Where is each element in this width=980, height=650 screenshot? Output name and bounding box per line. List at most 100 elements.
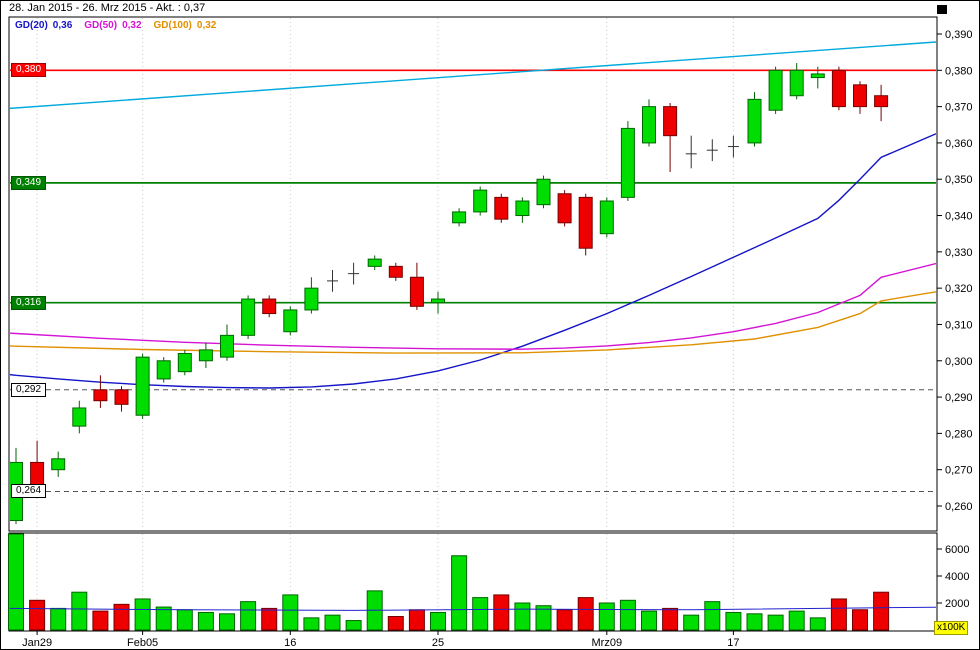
candle-body xyxy=(747,98,762,144)
volume-bar xyxy=(746,613,763,631)
candle-body xyxy=(431,298,445,304)
y-axis-tick-label: 0,380 xyxy=(945,65,973,77)
candle-body xyxy=(536,178,551,206)
legend-gd50-label: GD(50) xyxy=(84,20,118,31)
candle-body xyxy=(620,127,635,198)
volume-bar xyxy=(852,609,868,631)
y-axis-tick-label: 0,310 xyxy=(945,319,973,331)
price-level-label: 0,349 xyxy=(11,175,47,190)
volume-bar xyxy=(303,617,320,631)
volume-bar xyxy=(619,599,636,631)
y-axis-tick-label: 0,260 xyxy=(945,501,973,513)
volume-bar xyxy=(577,597,594,631)
legend-gd20-label: GD(20) xyxy=(15,20,48,31)
price-level-label: 0,316 xyxy=(11,295,47,310)
legend-gd100-value: 0,32 xyxy=(196,20,217,31)
volume-bar xyxy=(830,598,847,631)
candle-body xyxy=(93,389,108,402)
volume-bar xyxy=(92,610,109,631)
legend-gd50[interactable]: GD(50) 0,32 xyxy=(84,20,141,31)
x-axis-tick-label: Mrz09 xyxy=(592,637,623,649)
volume-bar xyxy=(704,601,721,631)
y-axis-tick-label: 0,320 xyxy=(945,283,973,295)
volume-bar xyxy=(113,603,130,631)
x-axis-tick-label: Jan29 xyxy=(22,637,52,649)
volume-bar xyxy=(472,597,489,631)
candle-body xyxy=(409,276,424,307)
volume-ma-line xyxy=(9,606,937,611)
volume-bar xyxy=(176,609,193,631)
overlay-line-GD50 xyxy=(10,262,936,350)
candle-body xyxy=(494,196,509,220)
candle-body xyxy=(51,458,66,471)
candle-body xyxy=(241,298,256,336)
legend-gd20[interactable]: GD(20) 0,36 xyxy=(15,20,72,31)
candle-body xyxy=(768,69,783,111)
y-axis-tick-label: 0,360 xyxy=(945,138,973,150)
candle-body xyxy=(72,407,87,427)
volume-bar xyxy=(788,610,805,631)
candle-body xyxy=(515,200,530,217)
candle-body xyxy=(283,309,298,333)
candle-body xyxy=(557,193,572,224)
volume-bar xyxy=(451,555,468,631)
volume-bar xyxy=(683,614,700,631)
volume-bar xyxy=(240,601,257,631)
candle-body xyxy=(388,265,403,278)
y-axis-tick-label: 0,350 xyxy=(945,174,973,186)
y-axis-tick-label: 0,340 xyxy=(945,211,973,223)
candle-body xyxy=(642,106,656,144)
volume-bar xyxy=(324,614,341,631)
candle-body xyxy=(663,106,678,137)
x-axis-tick-label: Feb05 xyxy=(127,637,158,649)
price-level-label: 0,292 xyxy=(11,382,47,397)
candle-body xyxy=(220,334,234,358)
legend-gd50-value: 0,32 xyxy=(122,20,142,31)
candle-body xyxy=(874,95,889,108)
volume-bar xyxy=(261,607,278,631)
y-axis-tick-label: 0,390 xyxy=(945,29,973,41)
volume-axis-tick-label: 4000 xyxy=(945,571,969,583)
corner-mark xyxy=(937,5,947,14)
volume-bar xyxy=(556,609,573,631)
volume-bar xyxy=(8,533,24,631)
candle-body xyxy=(114,389,129,405)
x-axis-tick-label: 25 xyxy=(432,637,444,649)
y-axis-tick-label: 0,290 xyxy=(945,392,973,404)
candle-body xyxy=(599,200,614,235)
volume-bar xyxy=(387,616,404,631)
candle-body xyxy=(578,196,593,249)
volume-bar xyxy=(197,611,214,631)
candle-body xyxy=(198,349,213,362)
volume-bar xyxy=(535,605,552,631)
y-axis-tick-label: 0,280 xyxy=(945,428,973,440)
volume-bar xyxy=(430,611,446,631)
volume-bar xyxy=(134,598,151,631)
price-level-label: 0,264 xyxy=(11,484,47,499)
volume-axis-tick-label: 6000 xyxy=(945,544,969,556)
volume-bar xyxy=(641,610,657,631)
volume-bar xyxy=(873,591,890,631)
chart-title: 28. Jan 2015 - 26. Mrz 2015 - Akt. : 0,3… xyxy=(9,2,206,14)
price-level-label: 0,380 xyxy=(11,63,47,78)
volume-axis-tick-label: 2000 xyxy=(945,598,969,610)
candle-body xyxy=(473,189,488,213)
candle-body xyxy=(831,69,846,108)
x-axis-tick-label: 17 xyxy=(727,637,739,649)
candle-body xyxy=(304,287,319,311)
candle-body xyxy=(156,360,171,380)
candle-body xyxy=(177,353,192,373)
volume-bar xyxy=(345,620,362,631)
volume-bar xyxy=(408,609,425,631)
x-axis-tick-label: 16 xyxy=(284,637,296,649)
volume-bar xyxy=(71,591,88,631)
candle-body xyxy=(452,211,467,224)
legend-gd100-label: GD(100) xyxy=(153,20,192,31)
candle-body xyxy=(789,69,804,97)
legend-gd100[interactable]: GD(100) 0,32 xyxy=(154,20,217,31)
candle-body xyxy=(367,258,382,267)
volume-bar xyxy=(514,602,531,631)
legend-gd20-value: 0,36 xyxy=(52,20,73,31)
volume-bar xyxy=(493,594,510,631)
